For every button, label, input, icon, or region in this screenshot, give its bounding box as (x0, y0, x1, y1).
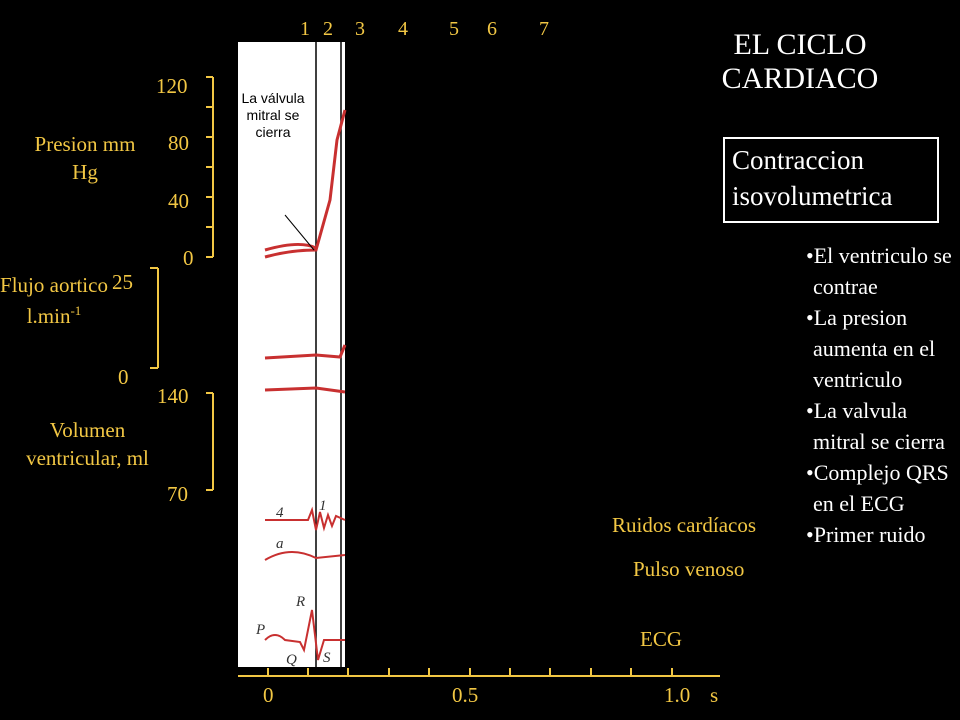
trace-mark: S (323, 650, 331, 666)
flow-trace (264, 344, 347, 360)
tick-label: 70 (167, 482, 188, 506)
trace-mark: R (296, 594, 306, 610)
bullet: •La valvula mitral se cierra (806, 398, 945, 454)
pressure-trace (264, 243, 317, 252)
tick-label: 0 (183, 246, 194, 270)
phase-number: 3 (355, 18, 365, 40)
annotation: La válvula mitral se cierra (241, 90, 305, 140)
pressure-trace (264, 109, 347, 259)
sound-trace (265, 506, 346, 532)
phase-number: 7 (539, 18, 549, 40)
phase-number: 5 (449, 18, 459, 40)
axis-label: Presion mm Hg (34, 132, 136, 184)
tick-label: 120 (156, 74, 188, 98)
phase-title: Contraccion isovolumetrica (732, 145, 893, 211)
tick-label: 0 (118, 365, 129, 389)
bullet: •Complejo QRS en el ECG (806, 460, 949, 516)
left-axes (150, 76, 214, 491)
tick-label: 25 (112, 270, 133, 294)
axis-label: Flujo aortico l.min-1 (0, 272, 108, 329)
bullet-list: •El ventriculo se contrae •La presion au… (806, 240, 956, 550)
traces (264, 109, 347, 661)
trace-label: Ruidos cardíacos (612, 513, 757, 537)
axis-label-sup: -1 (70, 303, 82, 318)
title: EL CICLO CARDIACO (721, 28, 879, 95)
axis-label: Volumen ventricular, ml (26, 418, 149, 470)
tick-label: 0.5 (452, 683, 479, 707)
trace-mark: Q (286, 652, 297, 668)
ecg-trace (264, 609, 345, 661)
tick-label: 0 (263, 683, 274, 707)
volume-trace (264, 386, 346, 394)
trace-mark: a (276, 536, 284, 552)
tick-label: 80 (168, 131, 189, 155)
axis-label-text: Flujo aortico l.min (0, 273, 108, 328)
bullet: •La presion aumenta en el ventriculo (806, 305, 936, 392)
trace-label: ECG (640, 627, 682, 651)
venous-trace (264, 551, 346, 561)
annotation-arrow (284, 214, 315, 251)
tick-label: 40 (168, 189, 189, 213)
trace-mark: 1 (319, 498, 327, 514)
trace-mark: 4 (276, 505, 284, 521)
phase-box (723, 137, 939, 223)
tick-label: 140 (157, 384, 189, 408)
time-axis (238, 668, 720, 677)
bullet: •El ventriculo se contrae (806, 243, 952, 299)
phase-number: 6 (487, 18, 497, 40)
tick-label: 1.0 (664, 683, 691, 707)
phase-number: 4 (398, 18, 408, 40)
bullet: •Primer ruido (806, 522, 926, 547)
trace-label: Pulso venoso (633, 557, 745, 581)
phase-number: 1 (300, 18, 310, 40)
axis-unit: s (710, 683, 719, 707)
trace-mark: P (256, 622, 266, 638)
phase-number: 2 (323, 18, 333, 40)
